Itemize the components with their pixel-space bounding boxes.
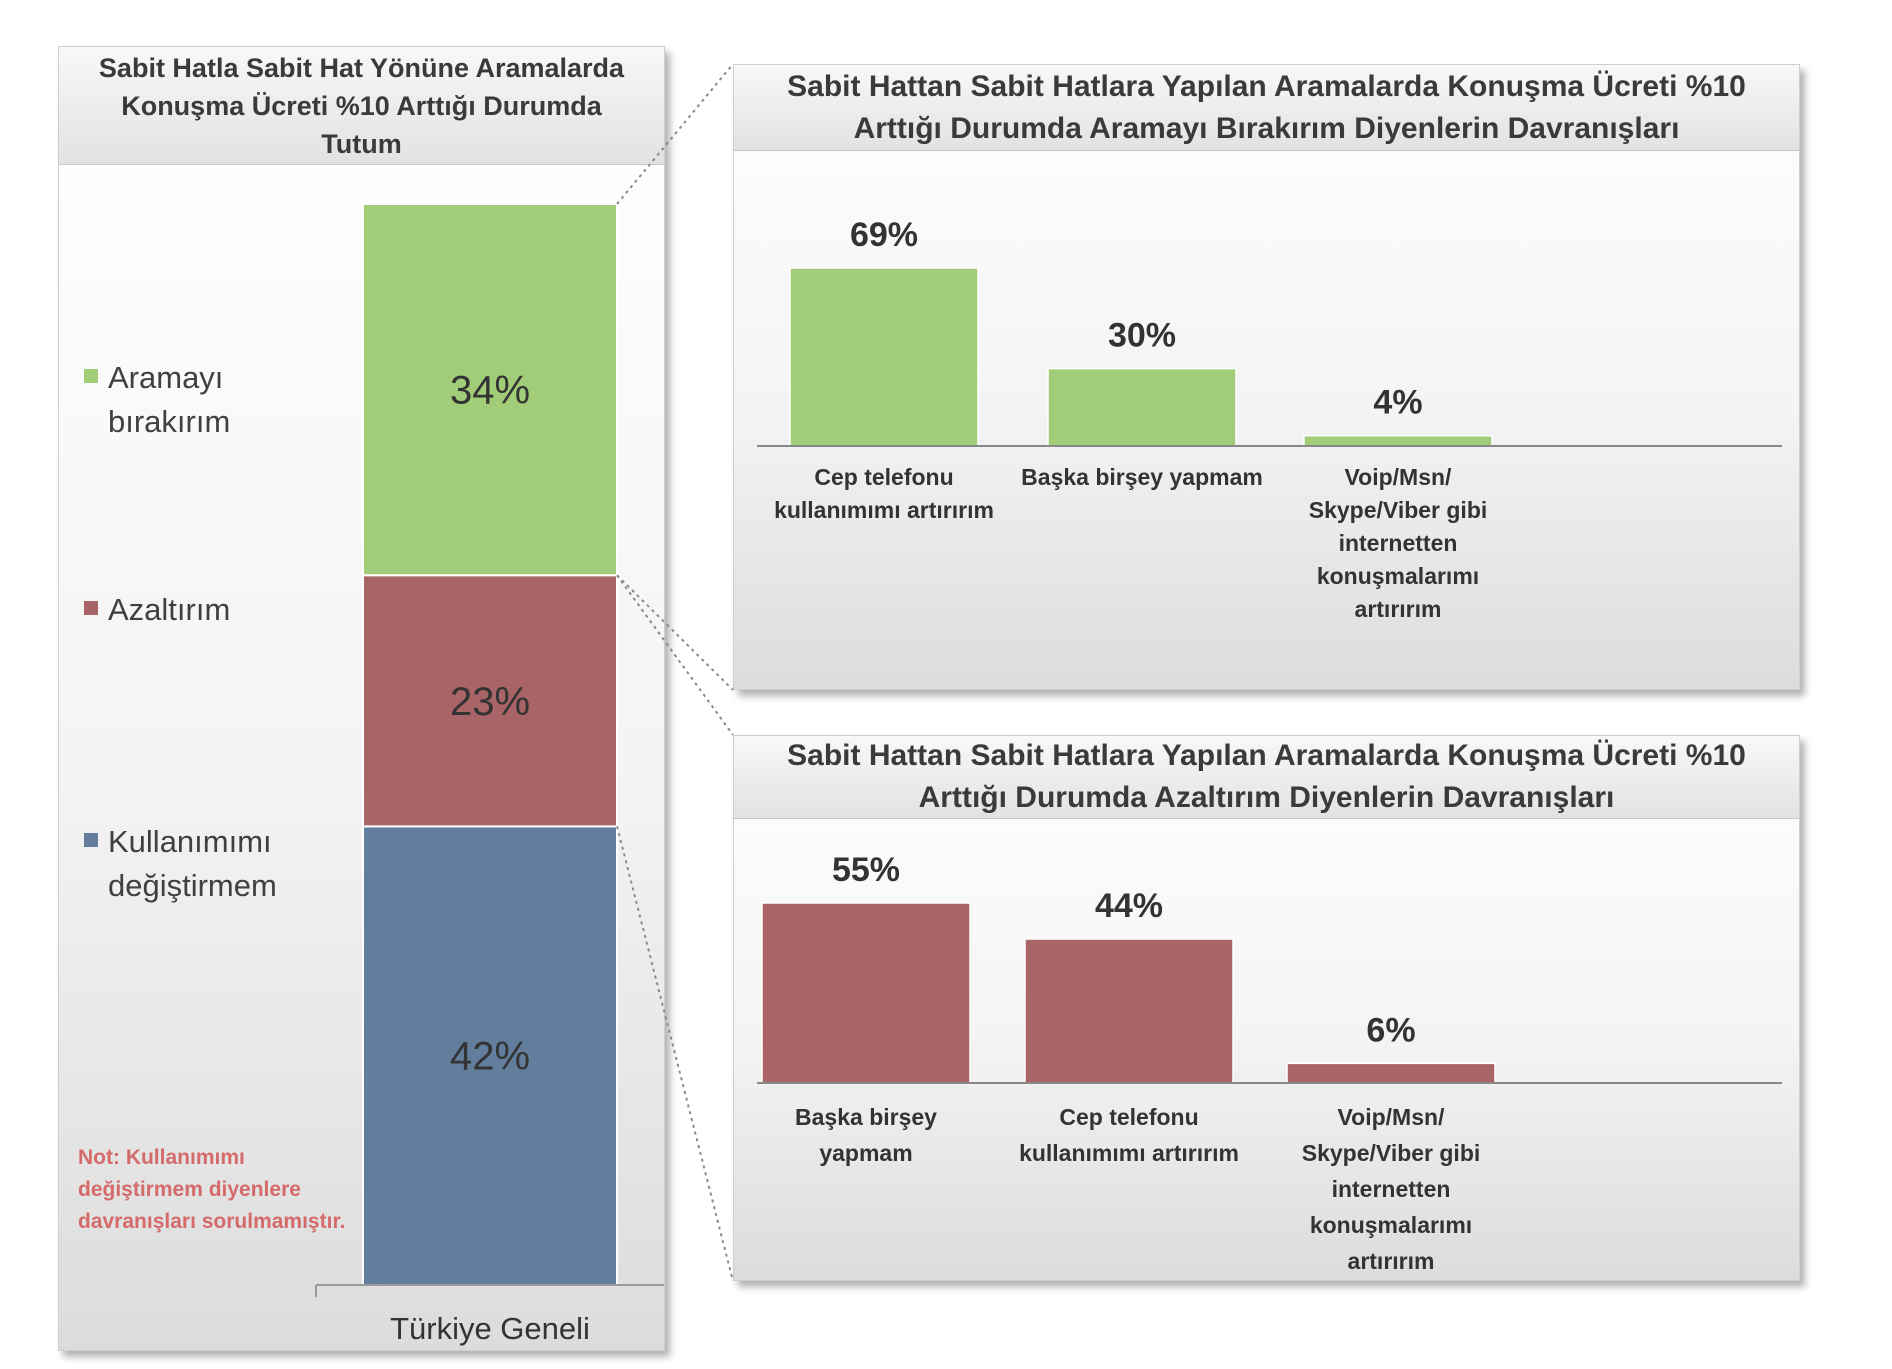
top-chart-bar bbox=[1047, 367, 1237, 447]
legend-swatch-green bbox=[84, 369, 98, 383]
bottom-chart-title-line-1: Sabit Hattan Sabit Hatlara Yapılan Arama… bbox=[787, 739, 1746, 772]
legend-label-line: değiştirmem bbox=[108, 868, 277, 903]
connector-dotted-line bbox=[616, 826, 734, 1282]
top-chart-category-label: konuşmalarımı bbox=[1317, 563, 1479, 589]
stacked-bar-label: 42% bbox=[450, 1035, 530, 1079]
bottom-chart-category-label: konuşmalarımı bbox=[1310, 1212, 1472, 1238]
top-chart-bar-value: 30% bbox=[1108, 317, 1176, 355]
connector-dotted-line bbox=[616, 574, 734, 736]
bottom-chart-category-label: internetten bbox=[1332, 1176, 1451, 1202]
top-chart-title: Sabit Hattan Sabit Hatlara Yapılan Arama… bbox=[734, 65, 1799, 151]
bottom-chart-bar bbox=[761, 902, 971, 1084]
bottom-chart-category-label: artırırım bbox=[1348, 1248, 1435, 1274]
stacked-bar-segment bbox=[362, 574, 618, 828]
bottom-chart-category-label: kullanımımı artırırım bbox=[1019, 1140, 1239, 1166]
stacked-bar-label: 34% bbox=[450, 369, 530, 413]
bottom-chart-bar bbox=[1024, 938, 1234, 1084]
top-chart-bar-value: 4% bbox=[1373, 384, 1422, 422]
top-chart-bar-value: 69% bbox=[850, 216, 918, 254]
top-chart-bar bbox=[1303, 434, 1493, 447]
legend-label-line: Kullanımımı bbox=[108, 824, 272, 859]
bottom-chart-category-label: Cep telefonu bbox=[1059, 1104, 1198, 1130]
legend-label: Aramayı bırakırım bbox=[108, 356, 230, 444]
legend-label-line: bırakırım bbox=[108, 404, 231, 439]
legend-swatch-blue bbox=[84, 833, 98, 847]
bottom-chart-category-label: Başka birşey bbox=[795, 1104, 937, 1130]
stacked-bar-segment bbox=[362, 825, 618, 1286]
top-chart-bar bbox=[789, 267, 979, 447]
top-chart-category-label: Voip/Msn/ bbox=[1345, 464, 1453, 490]
bottom-chart-title-line-2: Arttığı Durumda Azaltırım Diyenlerin Dav… bbox=[918, 781, 1615, 814]
bottom-chart-category-label: yapmam bbox=[819, 1140, 912, 1166]
bottom-chart-bar bbox=[1286, 1062, 1496, 1084]
top-chart-category-label: kullanımımı artırırım bbox=[774, 497, 994, 523]
top-chart-category-label: artırırım bbox=[1355, 596, 1442, 622]
connector-dotted-line bbox=[616, 63, 734, 205]
top-chart-title-line-2: Arttığı Durumda Aramayı Bırakırım Diyenl… bbox=[853, 111, 1680, 145]
bottom-chart-bar-value: 44% bbox=[1095, 887, 1163, 925]
top-chart-category-label: Cep telefonu bbox=[814, 464, 953, 490]
left-x-category-label: Türkiye Geneli bbox=[390, 1311, 590, 1346]
top-chart-title-line-1: Sabit Hattan Sabit Hatlara Yapılan Arama… bbox=[787, 69, 1746, 103]
bottom-chart-bar-value: 6% bbox=[1366, 1011, 1415, 1049]
connector-dotted-line bbox=[616, 574, 734, 691]
legend-swatch-red bbox=[84, 601, 98, 615]
top-chart-panel: Sabit Hattan Sabit Hatlara Yapılan Arama… bbox=[733, 64, 1800, 690]
legend-label: Azaltırım bbox=[108, 592, 231, 627]
bottom-chart-category-label: Skype/Viber gibi bbox=[1302, 1140, 1481, 1166]
legend-label-line: Aramayı bbox=[108, 360, 224, 395]
stacked-bar-segment bbox=[362, 203, 618, 577]
left-chart-title: Sabit Hatla Sabit Hat Yönüne Aramalarda … bbox=[59, 47, 664, 165]
bottom-chart-bar-value: 55% bbox=[832, 851, 900, 889]
bottom-chart-title: Sabit Hattan Sabit Hatlara Yapılan Arama… bbox=[734, 736, 1799, 819]
stacked-bar-label: 23% bbox=[450, 680, 530, 724]
note-text: Not: Kullanımımı değiştirmem diyenlere d… bbox=[78, 1146, 346, 1233]
top-chart-category-label: internetten bbox=[1339, 530, 1458, 556]
top-chart-category-label: Skype/Viber gibi bbox=[1309, 497, 1488, 523]
top-chart-category-label: Başka birşey yapmam bbox=[1021, 464, 1263, 490]
bottom-chart-category-label: Voip/Msn/ bbox=[1338, 1104, 1446, 1130]
legend-label: Kullanımımı değiştirmem bbox=[108, 820, 277, 908]
